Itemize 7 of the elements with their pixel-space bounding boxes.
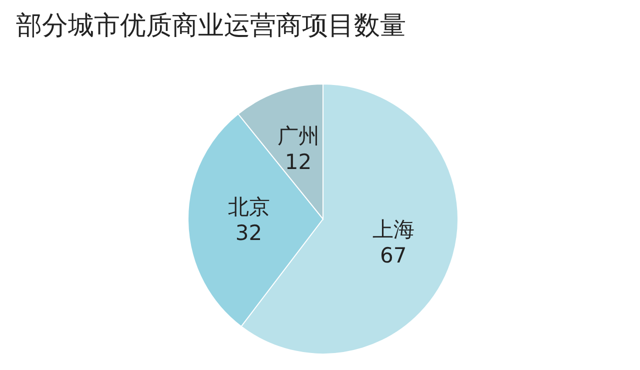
slice-label: 北京 (228, 195, 270, 220)
slice-label: 广州 (277, 124, 320, 148)
data-label: 12 (284, 150, 312, 174)
chart-title: 部分城市优质商业运营商项目数量 (16, 10, 407, 43)
data-label: 32 (235, 221, 262, 246)
data-label: 67 (380, 244, 407, 268)
slice-label: 上海 (372, 218, 414, 242)
